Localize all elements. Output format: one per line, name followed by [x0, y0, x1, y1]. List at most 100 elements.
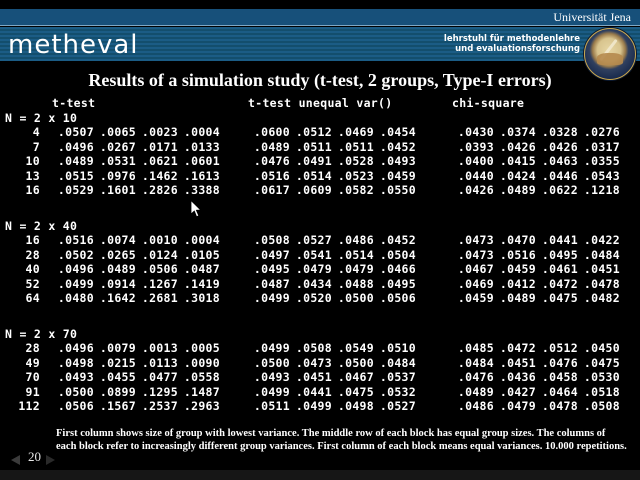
- value-group-t-test: .0516 .0074 .0010 .0004: [52, 233, 220, 248]
- table-row: 13 .0515 .0976 .1462 .1613 .0516 .0514 .0523 .04…: [0, 169, 640, 184]
- value-cell: .0496: [57, 262, 94, 276]
- value-cell: .0452: [379, 139, 416, 154]
- value-cell: .1487: [183, 384, 220, 399]
- value-cell: .0600: [253, 125, 290, 139]
- value-cell: .0520: [295, 291, 332, 305]
- value-cell: .0496: [57, 341, 94, 355]
- value-cell: .0518: [583, 384, 620, 399]
- value-cell: .0461: [541, 262, 578, 276]
- arrow-right-icon[interactable]: [46, 455, 60, 465]
- value-cell: .0479: [295, 262, 332, 276]
- column-header-chi-square: chi-square: [452, 96, 525, 110]
- value-cell: .0478: [541, 399, 578, 413]
- value-cell: .0436: [499, 370, 536, 384]
- value-group-t-test-unequal-var: .0489 .0511 .0511 .0452: [248, 140, 416, 155]
- value-cell: .0487: [253, 276, 290, 291]
- value-cell: .0516: [57, 233, 94, 247]
- value-cell: .0489: [99, 262, 136, 276]
- value-cell: .0469: [457, 276, 494, 291]
- metheval-logo: metheval: [8, 30, 139, 60]
- value-group-chi-square: .0467 .0459 .0461 .0451: [452, 262, 620, 277]
- value-cell: .0550: [379, 183, 416, 197]
- table-row: 40.0496.0489.0506.0487.0495.0479.0479.04…: [0, 262, 640, 277]
- value-group-chi-square: .0393 .0426 .0426 .0317: [452, 140, 620, 155]
- row-group-size: 91: [25, 384, 40, 399]
- value-cell: .3388: [183, 183, 220, 197]
- value-cell: .0499: [253, 341, 290, 355]
- value-group-t-test-unequal-var: .0600 .0512 .0469 .0454: [248, 125, 416, 140]
- value-group-chi-square: .0484 .0451 .0476 .0475: [452, 356, 620, 371]
- table-row: 64 .0480 .1642 .2681 .3018 .0499 .0520 .0500 .05…: [0, 291, 640, 306]
- value-cell: .0531: [99, 154, 136, 168]
- value-cell: .0470: [499, 233, 536, 247]
- value-cell: .0486: [337, 233, 374, 247]
- value-cell: .0495: [253, 262, 290, 276]
- value-cell: .0464: [541, 384, 578, 399]
- value-cell: .0446: [541, 168, 578, 183]
- value-cell: .0507: [57, 125, 94, 139]
- value-group-t-test: .0529 .1601 .2826 .3388: [52, 183, 220, 198]
- value-cell: .2963: [183, 399, 220, 413]
- value-cell: .0328: [541, 125, 578, 139]
- value-group-t-test: .0496 .0079 .0013 .0005: [52, 341, 220, 356]
- value-group-t-test-unequal-var: .0476 .0491 .0528 .0493: [248, 154, 416, 169]
- value-cell: .0472: [499, 341, 536, 355]
- value-cell: .0601: [183, 154, 220, 168]
- value-cell: .0476: [457, 370, 494, 384]
- table-block: N = 2 x 40 16.0516.0074.0010.0004.0508.05…: [0, 219, 640, 306]
- row-group-size: 28: [25, 247, 40, 262]
- value-cell: .0487: [183, 262, 220, 276]
- chair-line-1: lehrstuhl für methodenlehre: [443, 34, 580, 44]
- value-cell: .0512: [541, 341, 578, 355]
- value-cell: .0452: [379, 233, 416, 247]
- value-cell: .0276: [583, 125, 620, 139]
- value-cell: .0582: [337, 183, 374, 197]
- table-block: N = 2 x 70 28.0496.0079.0013.0005.0499.05…: [0, 327, 640, 414]
- value-cell: .0400: [457, 154, 494, 168]
- value-cell: .3018: [183, 291, 220, 305]
- value-cell: .0493: [57, 370, 94, 384]
- value-cell: .0467: [457, 262, 494, 276]
- value-cell: .0469: [337, 125, 374, 139]
- value-cell: .0499: [253, 291, 290, 305]
- value-group-chi-square: .0473 .0470 .0441 .0422: [452, 233, 620, 248]
- value-cell: .0215: [99, 355, 136, 370]
- value-cell: .0480: [57, 291, 94, 305]
- value-cell: .0493: [253, 370, 290, 384]
- value-group-t-test: .0500 .0899 .1295 .1487: [52, 385, 220, 400]
- mouse-pointer-icon: [190, 200, 202, 218]
- value-group-t-test-unequal-var: .0499 .0441 .0475 .0532: [248, 385, 416, 400]
- table-blocks: N = 2 x 10 4 .0507 .0065 .0023 .0004 .0600 .051…: [0, 111, 640, 414]
- value-group-chi-square: .0430 .0374 .0328 .0276: [452, 125, 620, 140]
- value-cell: .0415: [499, 154, 536, 168]
- value-cell: .1218: [583, 183, 620, 197]
- value-group-t-test-unequal-var: .0493 .0451 .0467 .0537: [248, 370, 416, 385]
- value-cell: .0473: [457, 247, 494, 262]
- value-cell: .0013: [141, 341, 178, 355]
- value-cell: .0475: [583, 355, 620, 370]
- value-cell: .0527: [295, 233, 332, 247]
- value-cell: .0005: [183, 341, 220, 355]
- value-cell: .0479: [499, 399, 536, 413]
- value-cell: .0441: [295, 384, 332, 399]
- table-row: 28 .0502 .0265 .0124 .0105 .0497 .0541 .0514 .05…: [0, 248, 640, 263]
- value-cell: .0454: [379, 125, 416, 139]
- value-cell: .0516: [499, 247, 536, 262]
- value-group-t-test: .0480 .1642 .2681 .3018: [52, 291, 220, 306]
- value-group-t-test-unequal-var: .0508 .0527 .0486 .0452: [248, 233, 416, 248]
- value-cell: .0914: [99, 276, 136, 291]
- value-cell: .0393: [457, 139, 494, 154]
- table-row: 4 .0507 .0065 .0023 .0004 .0600 .0512 .0469 .045…: [0, 125, 640, 140]
- value-cell: .0512: [295, 125, 332, 139]
- value-cell: .1613: [183, 168, 220, 183]
- arrow-left-icon[interactable]: [6, 455, 20, 465]
- value-cell: .0621: [141, 154, 178, 168]
- value-cell: .1462: [141, 168, 178, 183]
- value-cell: .0023: [141, 125, 178, 139]
- value-cell: .0090: [183, 355, 220, 370]
- value-cell: .0065: [99, 125, 136, 139]
- value-cell: .0498: [337, 399, 374, 413]
- value-group-t-test: .0499 .0914 .1267 .1419: [52, 277, 220, 292]
- value-cell: .0543: [583, 168, 620, 183]
- value-cell: .0412: [499, 276, 536, 291]
